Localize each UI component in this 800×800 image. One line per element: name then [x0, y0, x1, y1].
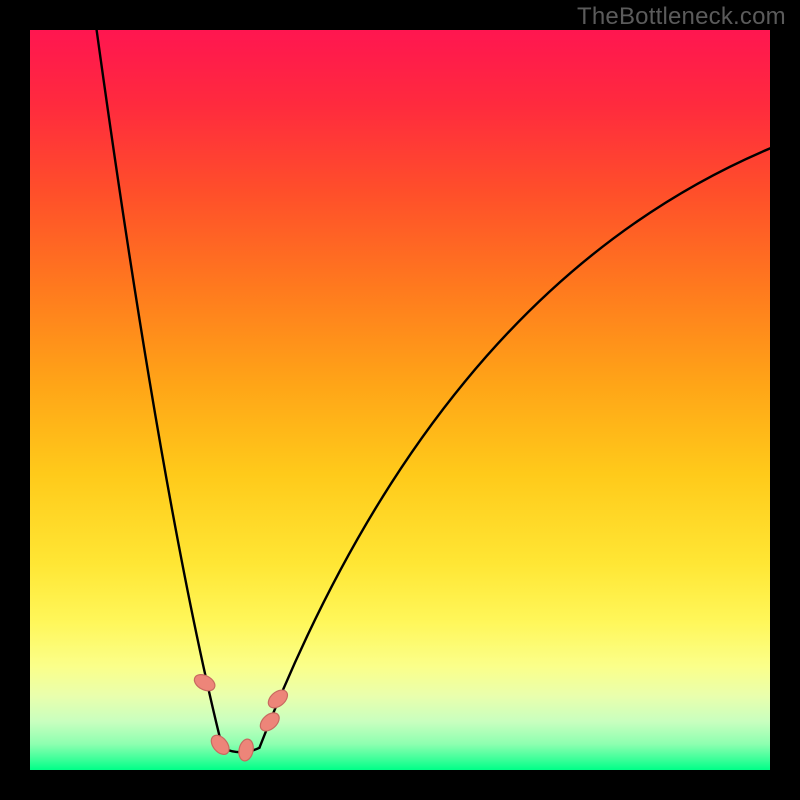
gradient-background	[30, 30, 770, 770]
bottleneck-chart	[30, 30, 770, 770]
watermark-text: TheBottleneck.com	[577, 3, 786, 31]
